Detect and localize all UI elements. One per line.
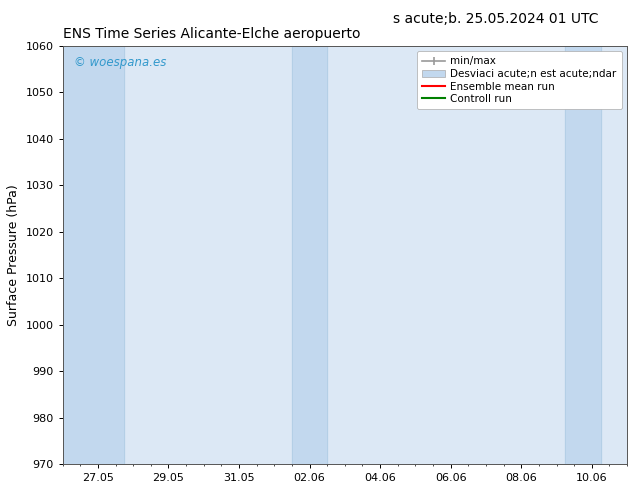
Bar <box>566 46 600 464</box>
Text: ENS Time Series Alicante-Elche aeropuerto: ENS Time Series Alicante-Elche aeropuert… <box>63 26 360 41</box>
Bar <box>292 46 327 464</box>
Text: © woespana.es: © woespana.es <box>74 56 166 69</box>
Y-axis label: Surface Pressure (hPa): Surface Pressure (hPa) <box>7 184 20 326</box>
Text: s acute;b. 25.05.2024 01 UTC: s acute;b. 25.05.2024 01 UTC <box>393 12 598 26</box>
Bar <box>63 46 124 464</box>
Legend: min/max, Desviaci acute;n est acute;ndar, Ensemble mean run, Controll run: min/max, Desviaci acute;n est acute;ndar… <box>417 51 622 109</box>
